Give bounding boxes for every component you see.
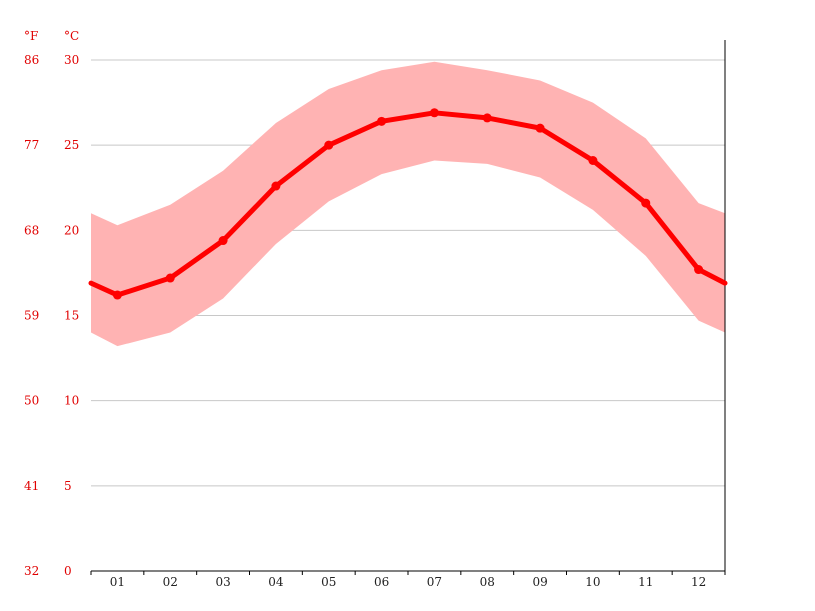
y-tick-label-fahrenheit: 86 [24, 53, 39, 67]
y-tick-label-fahrenheit: 41 [24, 479, 39, 493]
data-point-06 [377, 116, 387, 126]
axis-labels: °F °C 0 32 5 41 10 50 15 59 20 68 25 77 30 86 01 02 03 04… [24, 29, 706, 589]
y-tick-label-fahrenheit: 50 [24, 394, 39, 408]
data-point-01 [112, 290, 122, 300]
data-point-03 [218, 236, 228, 246]
data-point-02 [165, 273, 175, 283]
x-tick-label-month: 07 [427, 575, 442, 589]
y-tick-label-celsius: 10 [64, 394, 79, 408]
y-tick-label-celsius: 0 [64, 564, 72, 578]
x-tick-label-month: 03 [215, 575, 230, 589]
data-point-12 [694, 265, 704, 275]
celsius-unit-label: °C [64, 29, 79, 43]
x-tick-label-month: 12 [691, 575, 706, 589]
x-tick-label-month: 06 [374, 575, 389, 589]
y-tick-label-fahrenheit: 68 [24, 223, 39, 237]
temperature-range-band [91, 61, 725, 347]
x-tick-label-month: 02 [163, 575, 178, 589]
data-point-09 [535, 123, 545, 133]
x-tick-label-month: 10 [585, 575, 600, 589]
data-point-11 [641, 198, 651, 208]
y-tick-label-celsius: 30 [64, 53, 79, 67]
data-point-07 [429, 108, 439, 118]
y-tick-label-fahrenheit: 77 [24, 138, 39, 152]
min-max-range-area [91, 61, 725, 347]
x-tick-label-month: 11 [638, 575, 653, 589]
x-tick-label-month: 09 [532, 575, 547, 589]
y-tick-label-fahrenheit: 32 [24, 564, 39, 578]
x-tick-label-month: 01 [110, 575, 125, 589]
x-tick-label-month: 08 [480, 575, 495, 589]
data-point-08 [482, 113, 492, 123]
y-tick-label-celsius: 25 [64, 138, 79, 152]
axes [90, 40, 726, 575]
y-tick-label-celsius: 20 [64, 223, 79, 237]
data-point-04 [271, 181, 281, 191]
average-temperature-line [88, 110, 728, 298]
y-tick-label-fahrenheit: 59 [24, 309, 39, 323]
x-tick-label-month: 04 [268, 575, 284, 589]
data-point-10 [588, 155, 598, 165]
x-tick-label-month: 05 [321, 575, 336, 589]
y-tick-label-celsius: 15 [64, 309, 79, 323]
data-point-05 [324, 140, 334, 150]
y-tick-label-celsius: 5 [64, 479, 72, 493]
average-temperature-series [88, 108, 728, 300]
fahrenheit-unit-label: °F [24, 29, 38, 43]
